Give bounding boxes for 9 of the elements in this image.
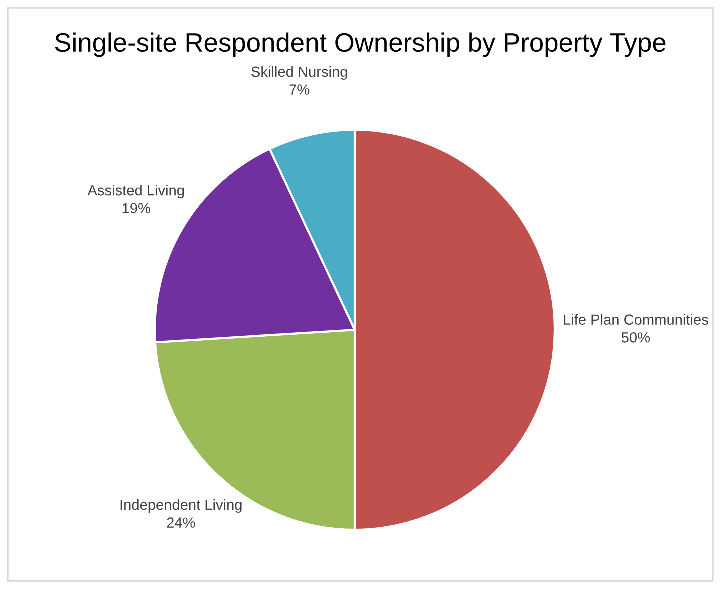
data-label: 24% [167, 518, 196, 528]
data-label: 7% [290, 84, 310, 95]
slice-label: Independent Living [120, 499, 242, 514]
data-label: 19% [122, 203, 150, 214]
slice-label: Life Plan Communities [564, 314, 708, 326]
data-label: 50% [622, 332, 650, 343]
chart-title: Single-site Respondent Ownership by Property Type [55, 32, 666, 58]
slice-label: Assisted Living [88, 184, 184, 199]
slice-label: Skilled Nursing [252, 66, 348, 80]
